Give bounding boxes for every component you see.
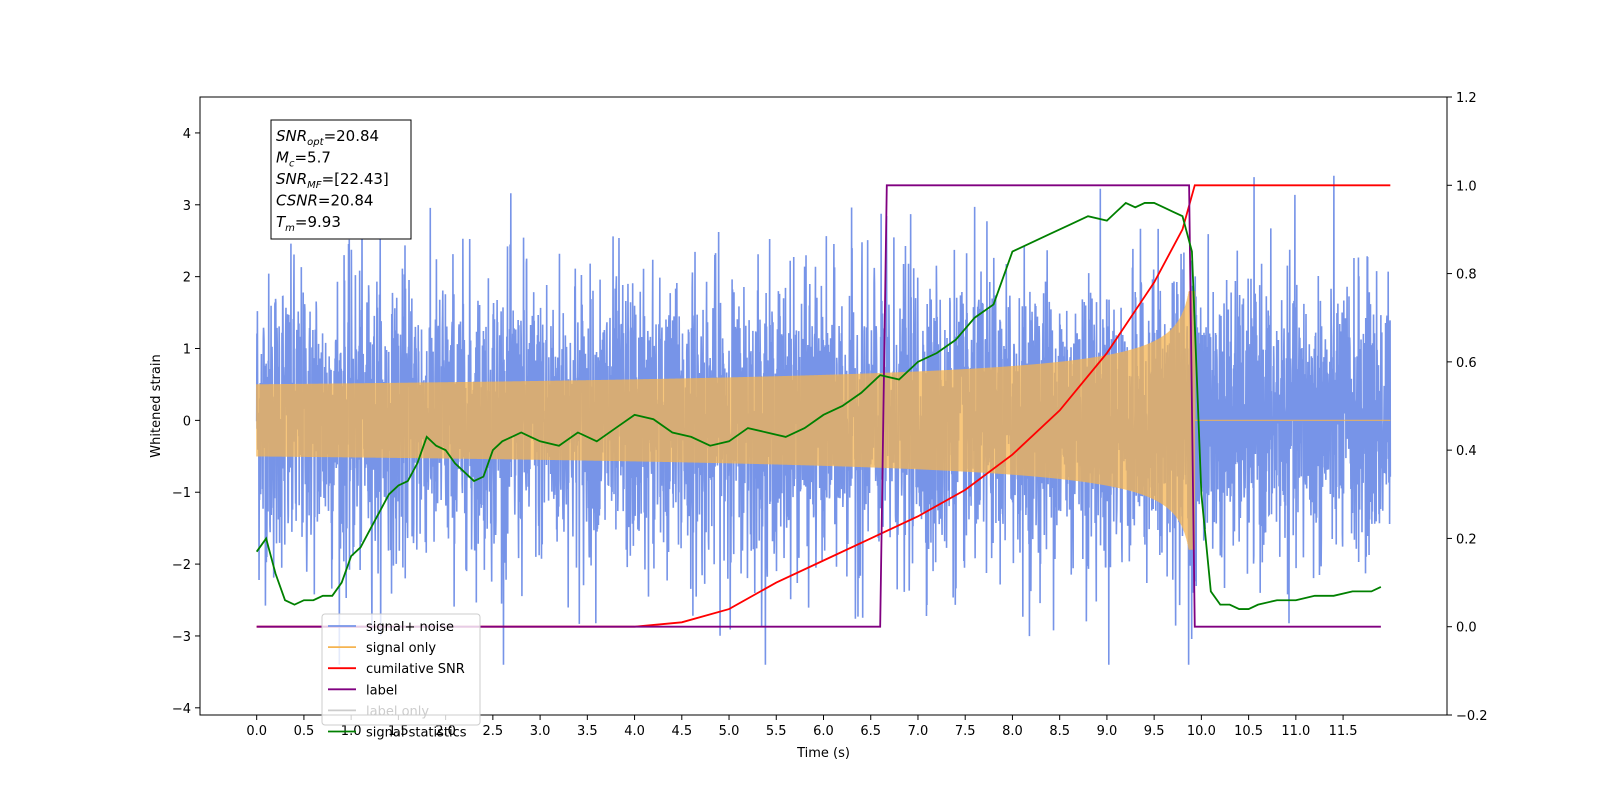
y-tick-label: −1 (172, 486, 191, 501)
series-cumilative-snr (256, 184, 1391, 628)
x-tick-label: 4.5 (671, 724, 692, 739)
y2-tick-label: −0.2 (1456, 709, 1488, 724)
x-tick-label: 9.0 (1097, 724, 1118, 739)
x-tick-label: 10.0 (1187, 724, 1216, 739)
x-tick-label: 5.5 (766, 724, 787, 739)
info-box: SNRopt=20.84Mc=5.7SNRMF=[22.43]CSNR=20.8… (270, 119, 412, 240)
x-tick-label: 10.5 (1234, 724, 1263, 739)
y-tick-label: −3 (172, 630, 191, 645)
info-box-frame (270, 119, 412, 240)
y-tick-label: 2 (183, 271, 191, 286)
x-tick-label: 3.0 (530, 724, 551, 739)
x-tick-label: 3.5 (577, 724, 598, 739)
legend-frame (321, 613, 481, 726)
x-tick-label: 0.5 (294, 724, 315, 739)
x-tick-label: 2.5 (483, 724, 504, 739)
x-axis-label: Time (s) (796, 746, 850, 761)
info-line: CSNR=20.84 (276, 192, 373, 210)
info-line: Tm=9.93 (276, 213, 341, 234)
x-tick-label: 7.0 (908, 724, 929, 739)
x-tick-label: 4.0 (624, 724, 645, 739)
y-tick-label: −4 (172, 702, 191, 717)
series-signal-noise (255, 175, 1392, 665)
x-tick-label: 8.5 (1049, 724, 1070, 739)
series-label (256, 184, 1381, 628)
y-axis-label: Whitened strain (149, 354, 164, 457)
x-tick-label: 1.5 (388, 724, 409, 739)
x-tick-label: 8.0 (1002, 724, 1023, 739)
y2-tick-label: 0.8 (1456, 268, 1477, 283)
y-tick-label: 3 (183, 199, 191, 214)
y-tick-label: 1 (183, 343, 191, 358)
x-tick-label: 5.0 (719, 724, 740, 739)
series-signal-only (256, 291, 1391, 550)
y-tick-label: 4 (183, 127, 191, 142)
x-tick-label: 6.5 (860, 724, 881, 739)
y-tick-label: −2 (172, 558, 191, 573)
y2-tick-label: 0.0 (1456, 621, 1477, 636)
x-ticks: 0.0 0.5 1.0 1.5 2.0 2.5 3.0 3.5 4.0 4.5 5.0 5.5 6.0 6… (246, 715, 1358, 739)
x-tick-label: 2.0 (435, 724, 456, 739)
series-layer (255, 175, 1392, 665)
y2-tick-label: 1.2 (1456, 91, 1477, 106)
legend-label: cumilative SNR (366, 662, 465, 677)
x-tick-label: 11.5 (1329, 724, 1358, 739)
y2-tick-label: 0.6 (1456, 356, 1477, 371)
y2-tick-label: 1.0 (1456, 179, 1477, 194)
x-tick-label: 7.5 (955, 724, 976, 739)
legend-label: label (366, 683, 397, 698)
y2-tick-label: 0.2 (1456, 532, 1477, 547)
legend-label: signal+ noise (366, 620, 454, 635)
legend: signal+ noise signal only cumilative SNR la… (321, 613, 481, 741)
series-signal-statistics (255, 201, 1382, 610)
legend-label: signal only (366, 641, 436, 656)
info-line: Mc=5.7 (276, 149, 331, 170)
info-line: SNRMF=[22.43] (276, 170, 389, 191)
x-tick-label: 6.0 (813, 724, 834, 739)
x-tick-label: 9.5 (1144, 724, 1165, 739)
info-line: SNRopt=20.84 (276, 127, 379, 148)
y2-tick-label: 0.4 (1456, 444, 1477, 459)
x-tick-label: 0.0 (246, 724, 267, 739)
y-ticks: 4 3 2 1 0 −1 −2 −3 −4 (172, 127, 200, 717)
legend-label: label only (366, 704, 429, 719)
y2-ticks: 1.2 1.0 0.8 0.6 0.4 0.2 0.0 −0.2 (1447, 91, 1488, 724)
x-tick-label: 11.0 (1281, 724, 1310, 739)
legend-label: signal statistics (366, 726, 467, 741)
y-tick-label: 0 (183, 414, 191, 429)
